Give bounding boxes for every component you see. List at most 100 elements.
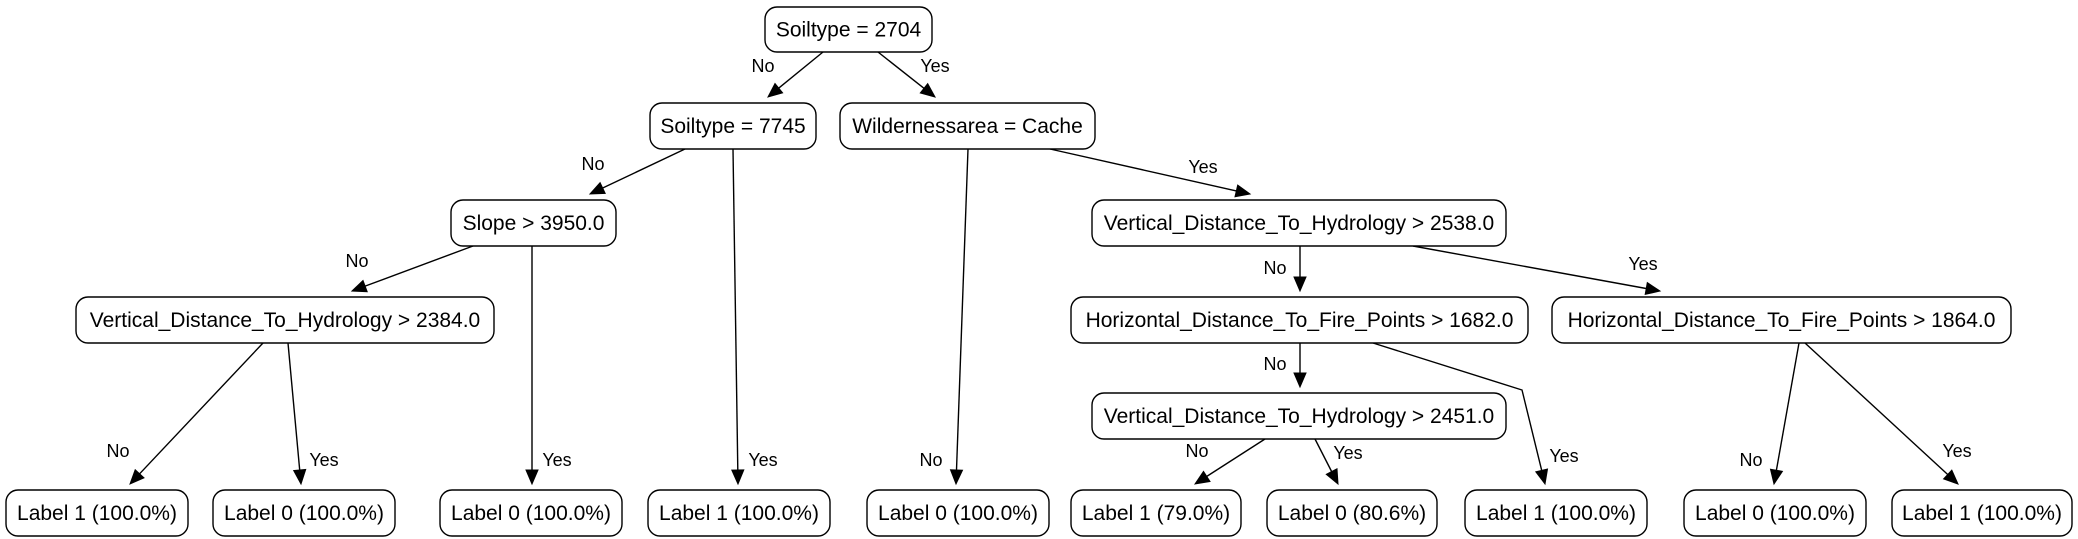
edge-label: Yes (920, 56, 949, 76)
edge-label: Yes (309, 450, 338, 470)
arrowhead-icon (1193, 470, 1211, 485)
edge-line (602, 148, 686, 189)
arrowhead-icon (129, 468, 145, 485)
node-box (1266, 489, 1438, 537)
edges-layer: No Yes No Yes No Yes No Yes No Yes No Yes No Yes No Yes… (106, 51, 1972, 486)
edge-no: No (1739, 342, 1800, 486)
edge-label: No (1185, 441, 1208, 461)
arrowhead-icon (1293, 372, 1307, 389)
edge-yes: Yes (1314, 438, 1363, 486)
edge-label: Yes (1628, 254, 1657, 274)
arrowhead-icon (588, 181, 606, 195)
edge-line (877, 51, 925, 89)
edge-line (1206, 438, 1266, 477)
edge-label: Yes (748, 450, 777, 470)
node-box (839, 102, 1096, 150)
arrowhead-icon (1234, 184, 1252, 198)
node-label: Soiltype = 2704 (776, 19, 922, 42)
nodes-layer: Soiltype = 2704 Soiltype = 7745 Wilderness… (5, 6, 2073, 537)
arrowhead-icon (292, 468, 307, 486)
leaf-node: Label 0 (100.0%) (212, 489, 396, 537)
decision-node: Horizontal_Distance_To_Fire_Points > 186… (1551, 296, 2012, 344)
decision-node: Vertical_Distance_To_Hydrology > 2538.0 (1091, 199, 1507, 247)
node-label: Label 0 (80.6%) (1278, 502, 1426, 525)
edge-no: No (919, 148, 969, 486)
node-box (647, 489, 831, 537)
edge-label: Yes (1188, 157, 1217, 177)
edge-yes: Yes (287, 342, 339, 486)
edge-line (732, 148, 739, 471)
edge-no: No (1263, 343, 1307, 389)
edge-line (1372, 342, 1543, 471)
decision-node: Vertical_Distance_To_Hydrology > 2451.0 (1091, 392, 1507, 440)
edge-label: No (106, 441, 129, 461)
node-label: Vertical_Distance_To_Hydrology > 2384.0 (90, 309, 481, 332)
edge-label: No (1263, 258, 1286, 278)
leaf-node: Label 1 (100.0%) (5, 489, 189, 537)
decision-node: Soiltype = 7745 (649, 102, 817, 150)
decision-node: Wildernessarea = Cache (839, 102, 1096, 150)
arrowhead-icon (919, 82, 936, 98)
node-label: Soiltype = 7745 (660, 115, 805, 138)
node-box (1070, 489, 1242, 537)
edge-label: No (1739, 450, 1762, 470)
node-label: Vertical_Distance_To_Hydrology > 2451.0 (1104, 405, 1495, 428)
leaf-node: Label 0 (80.6%) (1266, 489, 1438, 537)
edge-label: Yes (1333, 443, 1362, 463)
node-box (1091, 392, 1507, 440)
edge-label: Yes (1549, 446, 1578, 466)
leaf-node: Label 0 (100.0%) (866, 489, 1050, 537)
arrowhead-icon (1534, 468, 1549, 486)
node-box (5, 489, 189, 537)
node-box (1464, 489, 1648, 537)
arrowhead-icon (525, 469, 539, 486)
node-label: Label 1 (100.0%) (1902, 502, 2062, 525)
edge-line (1412, 245, 1647, 290)
edge-line (287, 342, 301, 471)
edge-label: No (1263, 354, 1286, 374)
edge-no: No (581, 148, 686, 195)
node-box (450, 199, 617, 247)
node-box (1891, 489, 2073, 537)
node-box (1551, 296, 2012, 344)
edge-yes: Yes (1804, 342, 1972, 485)
edge-no: No (1185, 438, 1266, 485)
arrowhead-icon (767, 82, 784, 98)
edge-yes: Yes (1049, 148, 1252, 198)
node-label: Label 1 (100.0%) (1476, 502, 1636, 525)
arrowhead-icon (1325, 468, 1339, 486)
edge-line (1314, 438, 1333, 472)
decision-node: Vertical_Distance_To_Hydrology > 2384.0 (75, 296, 495, 344)
edge-label: No (751, 56, 774, 76)
edge-no: No (345, 245, 474, 293)
node-box (439, 489, 623, 537)
node-label: Label 0 (100.0%) (224, 502, 384, 525)
edge-no: No (1263, 246, 1307, 293)
edge-label: No (919, 450, 942, 470)
edge-label: No (581, 154, 604, 174)
edge-line (778, 51, 824, 89)
node-label: Vertical_Distance_To_Hydrology > 2538.0 (1104, 212, 1495, 235)
edge-yes: Yes (877, 51, 950, 98)
node-label: Slope > 3950.0 (463, 212, 605, 235)
arrowhead-icon (1769, 468, 1784, 486)
edge-yes: Yes (731, 148, 778, 486)
edge-no: No (106, 342, 264, 485)
arrowhead-icon (1293, 276, 1307, 293)
node-label: Label 1 (100.0%) (17, 502, 177, 525)
edge-label: Yes (1942, 441, 1971, 461)
node-label: Label 0 (100.0%) (1695, 502, 1855, 525)
leaf-node: Label 0 (100.0%) (439, 489, 623, 537)
edge-label: No (345, 251, 368, 271)
decision-node: Slope > 3950.0 (450, 199, 617, 247)
node-box (764, 6, 933, 53)
node-label: Label 1 (79.0%) (1082, 502, 1230, 525)
arrowhead-icon (350, 279, 368, 293)
leaf-node: Label 1 (100.0%) (1891, 489, 2073, 537)
node-box (75, 296, 495, 344)
node-box (1091, 199, 1507, 247)
arrowhead-icon (949, 469, 964, 486)
leaf-node: Label 1 (100.0%) (1464, 489, 1648, 537)
node-box (1683, 489, 1867, 537)
